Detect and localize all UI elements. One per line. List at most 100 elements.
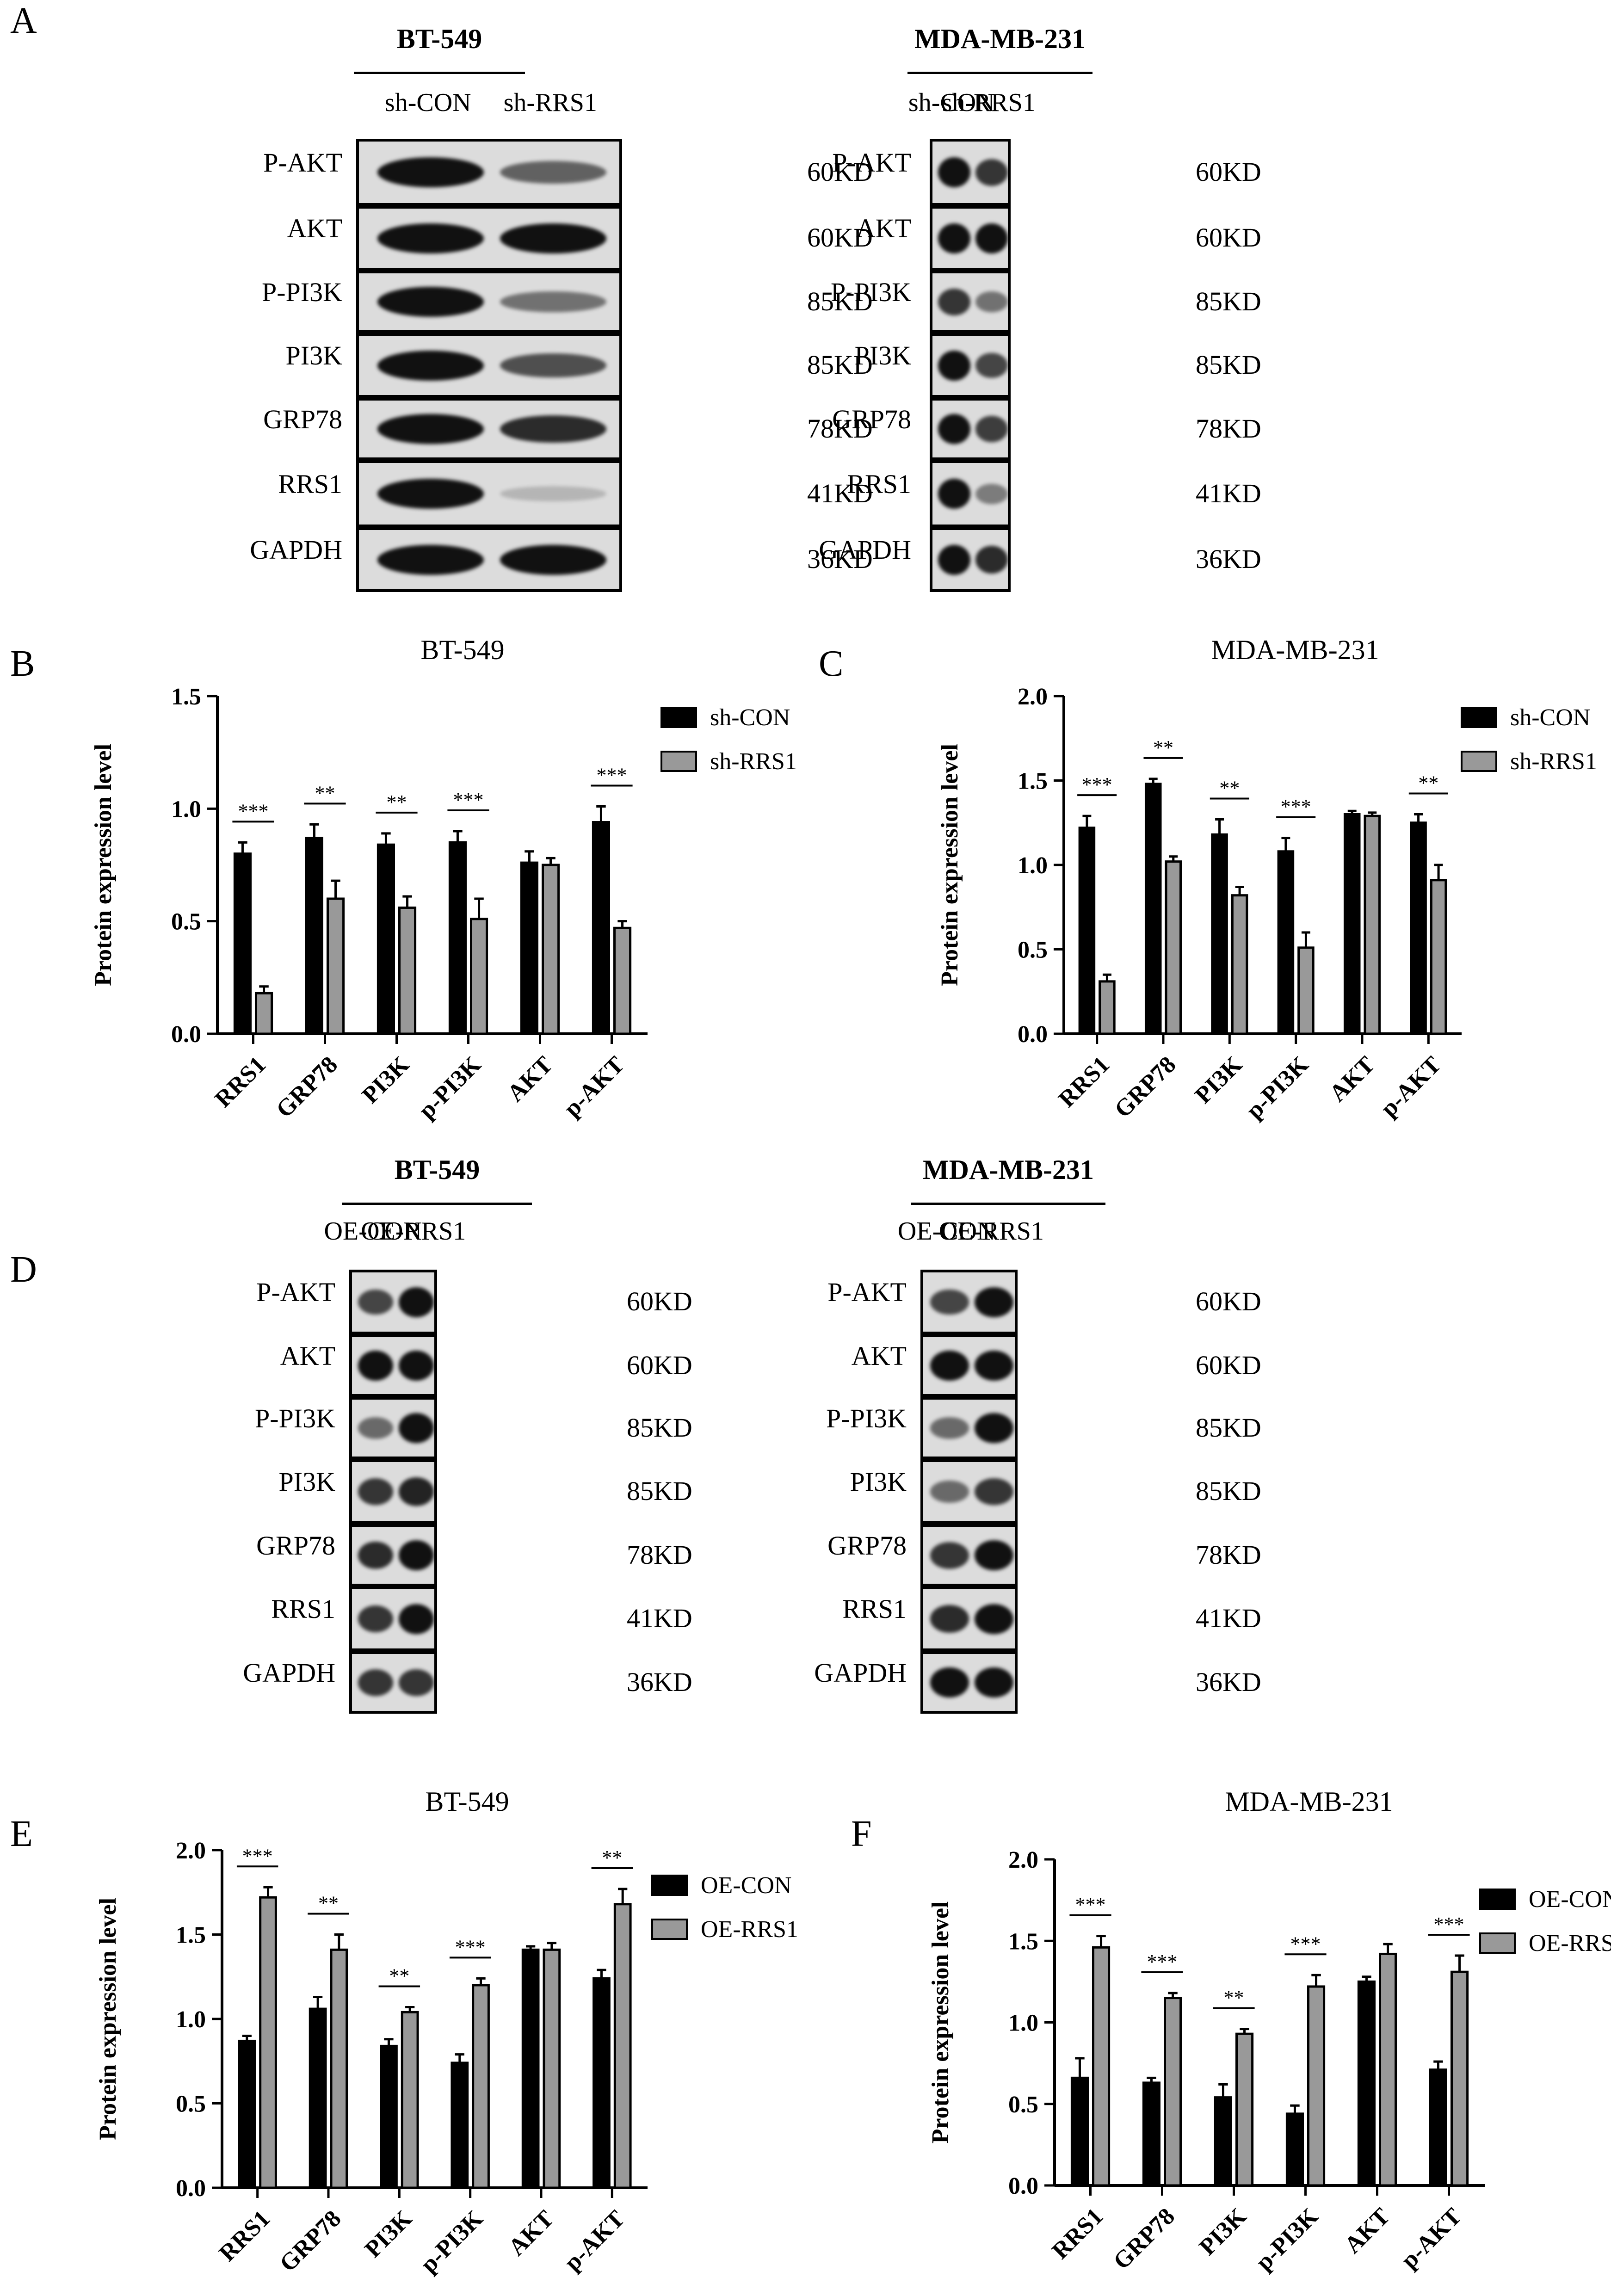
- blot-strip: [930, 206, 1011, 271]
- bar: [377, 843, 395, 1035]
- molecular-weight-label: 41KD: [807, 478, 873, 508]
- protein-band: [975, 1604, 1014, 1634]
- significance-label: **: [318, 1892, 339, 1915]
- protein-band: [377, 544, 484, 575]
- bar: [1379, 1952, 1397, 2187]
- panel-letter-f: F: [851, 1814, 872, 1854]
- lane-label: sh-CON: [384, 88, 471, 117]
- x-tick-label: p-PI3K: [415, 2205, 488, 2278]
- legend-swatch: [651, 1875, 688, 1896]
- protein-band: [975, 1287, 1014, 1317]
- protein-band: [930, 1417, 969, 1439]
- bar: [542, 864, 560, 1035]
- bar: [1357, 1980, 1376, 2187]
- significance-label: ***: [1290, 1932, 1321, 1955]
- protein-label: GRP78: [832, 404, 911, 434]
- molecular-weight-label: 36KD: [1196, 544, 1261, 574]
- lane-label: OE-RRS1: [361, 1217, 466, 1246]
- protein-band: [500, 486, 606, 501]
- y-tick-label: 0.0: [176, 2175, 206, 2202]
- protein-band: [358, 1669, 394, 1696]
- protein-band: [930, 1351, 969, 1381]
- protein-band: [377, 479, 484, 509]
- molecular-weight-label: 60KD: [1196, 1286, 1261, 1316]
- protein-band: [938, 544, 971, 575]
- bar: [259, 1896, 277, 2189]
- protein-label: P-AKT: [256, 1277, 335, 1307]
- blot-strip: [930, 333, 1011, 398]
- x-tick-label: GRP78: [271, 1051, 343, 1123]
- protein-band: [975, 223, 1008, 253]
- x-tick-label: PI3K: [360, 2205, 417, 2263]
- y-tick-label: 1.0: [171, 796, 201, 822]
- title-underline: [354, 72, 525, 74]
- bar: [401, 2011, 419, 2189]
- legend-swatch: [1461, 751, 1497, 772]
- significance-label: ***: [455, 1936, 486, 1958]
- blot-strip: [920, 1270, 1018, 1334]
- blot-strip: [920, 1586, 1018, 1651]
- protein-label: PI3K: [285, 340, 342, 370]
- bar: [1297, 946, 1315, 1035]
- significance-label: **: [1224, 1987, 1244, 2009]
- bar: [1144, 783, 1162, 1035]
- x-tick-label: p-AKT: [559, 2205, 630, 2276]
- western-blot-bt549-knockdown: BT-549 sh-CON sh-RRS1 P-AKT 60KD AKT 60KD P-PI3…: [185, 9, 927, 611]
- protein-band: [975, 546, 1008, 574]
- panel-letter-d: D: [10, 1249, 37, 1290]
- significance-label: ***: [597, 764, 627, 786]
- y-tick-label: 1.5: [1008, 1928, 1038, 1955]
- protein-label: RRS1: [271, 1594, 335, 1624]
- protein-label: P-PI3K: [826, 1403, 907, 1433]
- x-tick-label: AKT: [503, 2205, 559, 2261]
- x-tick-label: PI3K: [1190, 1051, 1247, 1109]
- x-tick-label: GRP78: [1108, 2203, 1180, 2275]
- lane-label: OE-CON: [324, 1217, 422, 1246]
- molecular-weight-label: 85KD: [1196, 1412, 1261, 1443]
- blot-strip: [349, 1397, 437, 1459]
- legend-label: OE-CON: [1529, 1886, 1611, 1913]
- protein-label: RRS1: [842, 1594, 907, 1624]
- legend-swatch: [660, 751, 697, 772]
- protein-band: [930, 1481, 969, 1503]
- blot-strip: [356, 527, 622, 592]
- molecular-weight-label: 85KD: [1196, 350, 1261, 380]
- y-tick-label: 0.0: [1018, 1021, 1048, 1048]
- bar: [520, 861, 539, 1035]
- chart-title: BT-549: [420, 635, 504, 665]
- molecular-weight-label: 41KD: [1196, 478, 1261, 508]
- legend-label: sh-RRS1: [1510, 748, 1597, 775]
- significance-label: **: [389, 1964, 409, 1987]
- molecular-weight-label: 60KD: [1196, 156, 1261, 187]
- bar: [233, 852, 252, 1035]
- legend-swatch: [651, 1919, 688, 1940]
- bar: [1410, 821, 1427, 1035]
- protein-band: [500, 544, 606, 575]
- protein-label: GAPDH: [814, 1657, 907, 1688]
- molecular-weight-label: 60KD: [807, 156, 873, 187]
- blot-strip: [356, 333, 622, 398]
- significance-label: **: [602, 1846, 622, 1869]
- protein-band: [358, 1289, 394, 1315]
- legend-swatch: [1479, 1932, 1516, 1954]
- x-tick-label: p-PI3K: [1251, 2203, 1323, 2276]
- protein-band: [930, 1289, 969, 1315]
- title-underline: [911, 1203, 1105, 1205]
- bar: [1235, 2032, 1254, 2187]
- x-tick-label: p-AKT: [1396, 2203, 1467, 2274]
- x-tick-label: GRP78: [1110, 1051, 1181, 1123]
- protein-band: [975, 1413, 1014, 1443]
- protein-label: PI3K: [854, 340, 911, 370]
- bar: [1164, 1997, 1182, 2187]
- protein-band: [975, 1351, 1014, 1381]
- bar: [1307, 1985, 1326, 2187]
- protein-band: [938, 350, 971, 381]
- bar: [543, 1948, 561, 2189]
- legend-label: sh-CON: [710, 704, 790, 731]
- protein-band: [358, 1478, 394, 1505]
- bar: [1364, 815, 1381, 1035]
- legend-swatch: [1461, 707, 1497, 728]
- y-tick-label: 1.0: [176, 2006, 206, 2033]
- molecular-weight-label: 60KD: [1196, 222, 1261, 253]
- bar: [1429, 2068, 1448, 2187]
